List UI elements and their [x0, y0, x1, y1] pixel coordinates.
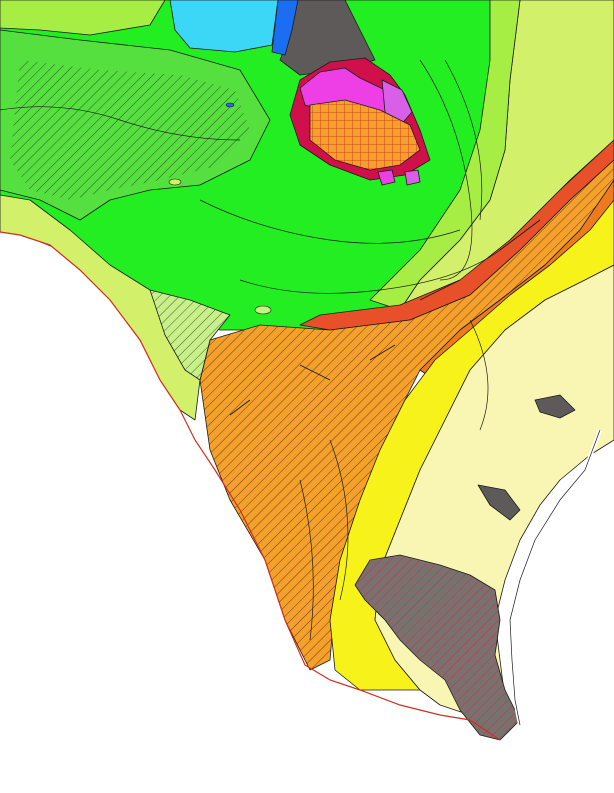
contact-line-7	[299, 479, 314, 641]
southern-gray-hatch	[355, 555, 520, 740]
contact-line-8	[469, 319, 489, 431]
estuary-gray-2	[477, 484, 521, 521]
uplift-orange-grid-pattern	[310, 100, 420, 170]
fault-line-5	[499, 219, 541, 251]
west-pale-green-hatch	[150, 290, 230, 380]
fault-line-4	[419, 279, 461, 301]
uplift-small-magenta	[377, 169, 396, 186]
contact-line-3	[239, 249, 501, 294]
upper-left-light-green	[0, 0, 166, 36]
contact-line-5	[444, 59, 483, 221]
contact-line-1	[0, 106, 241, 141]
small-outcrop-2	[254, 305, 272, 315]
contact-line-4	[419, 59, 473, 281]
contact-line-6	[329, 439, 349, 601]
fault-line-1	[299, 364, 331, 381]
small-outcrop-1	[168, 178, 182, 186]
estuary-gray-1	[534, 394, 576, 419]
small-outcrop-3	[225, 102, 235, 108]
northeast-green-belt	[369, 0, 521, 311]
central-orange-hatch	[200, 160, 614, 670]
contact-line-2	[199, 199, 461, 244]
fault-line-2	[369, 344, 396, 361]
coastline-west	[0, 231, 501, 741]
north-blue-lake-light	[169, 0, 279, 53]
uplift-small-violet	[404, 169, 421, 186]
northwest-green-plateau-hatch	[10, 60, 250, 200]
fault-line-3	[229, 399, 251, 416]
north-blue-lake-dark	[271, 0, 299, 56]
barrier-island-outline	[509, 429, 601, 726]
